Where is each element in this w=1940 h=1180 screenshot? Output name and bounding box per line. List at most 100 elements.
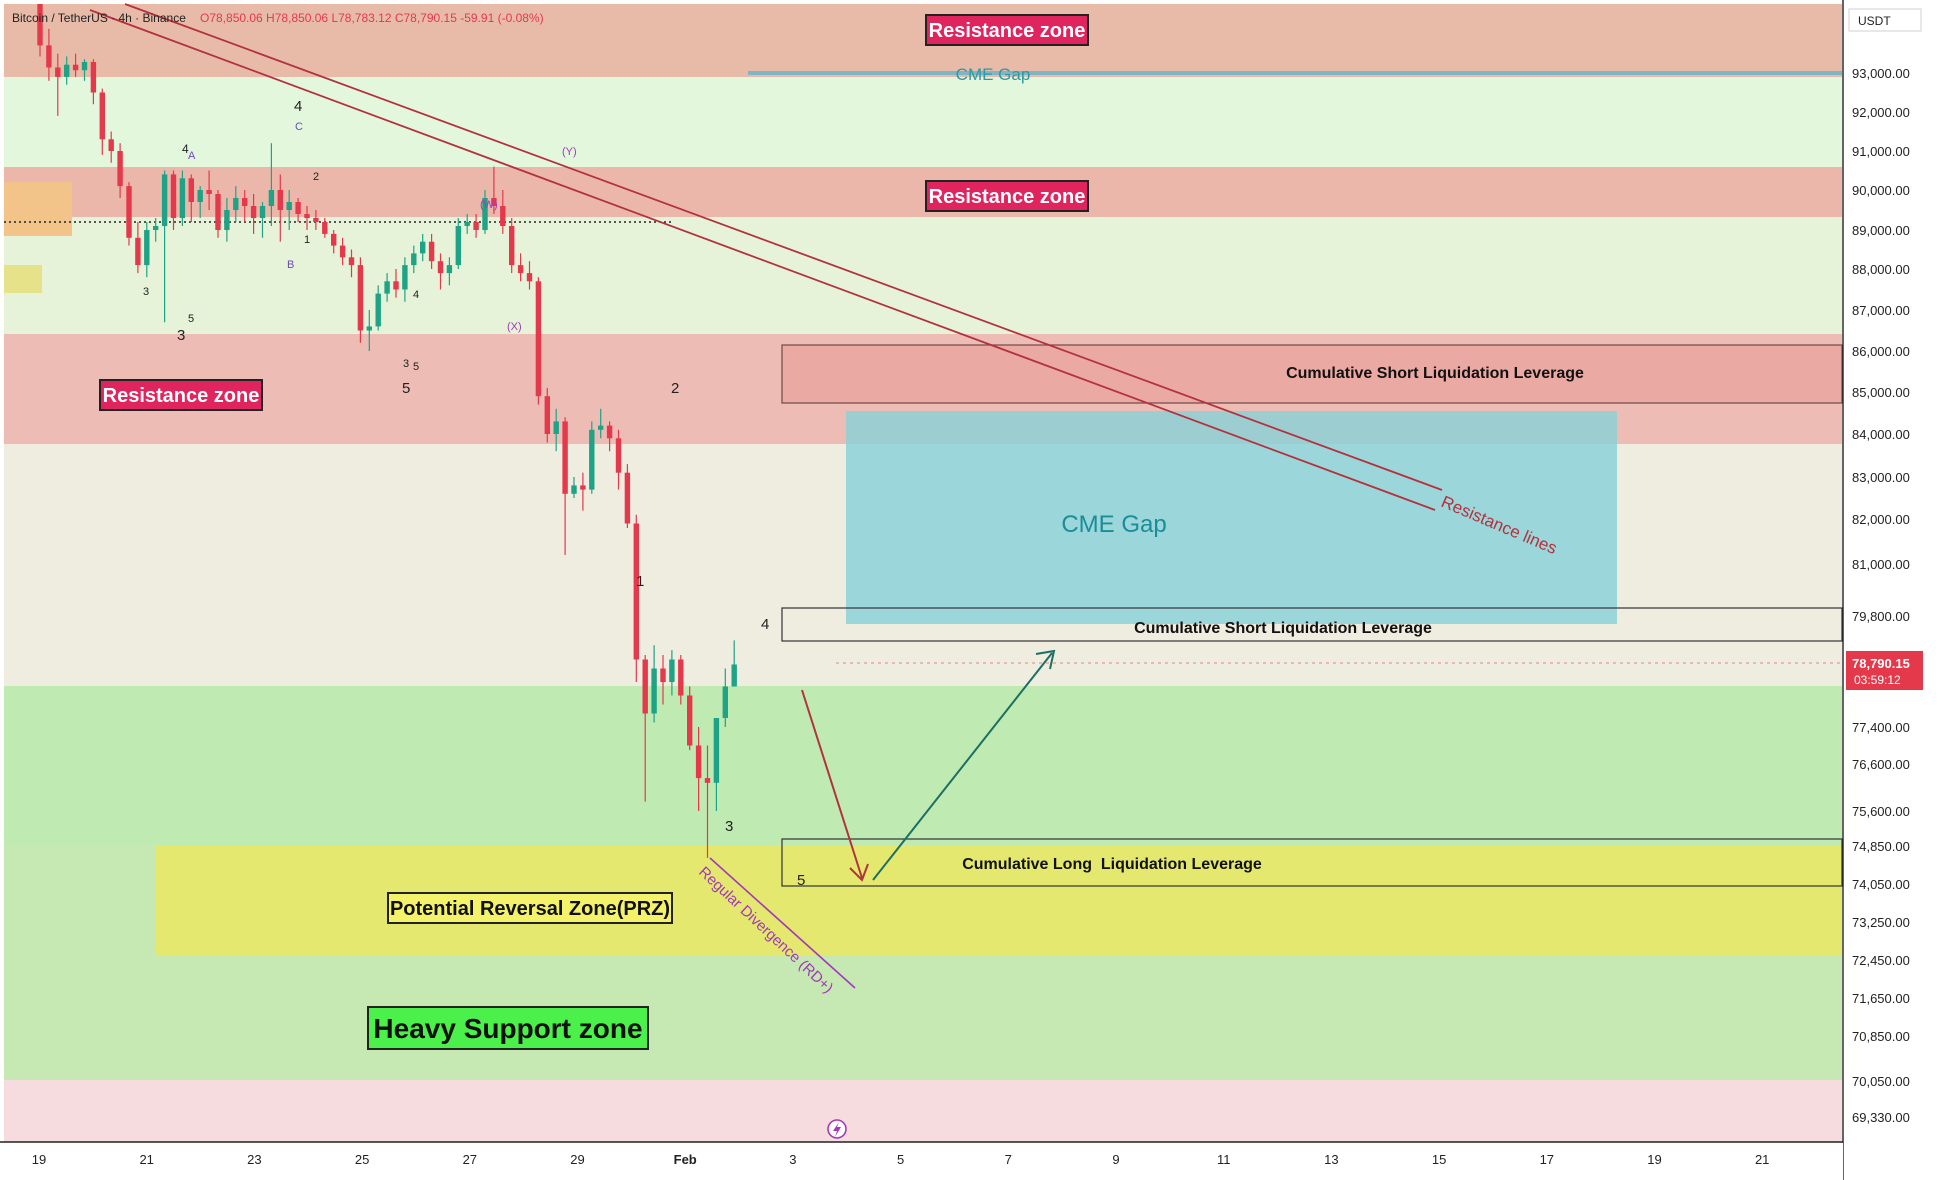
wave-label: 5: [402, 380, 410, 397]
wave-label: 4: [413, 289, 419, 301]
wave-label: A: [188, 150, 196, 162]
band-support-1: [4, 686, 1842, 846]
time-axis-background: [0, 1143, 1843, 1180]
price-tag-box: [1846, 651, 1923, 690]
time-tick-label: 15: [1432, 1152, 1446, 1167]
time-tick-label: 19: [32, 1152, 46, 1167]
price-tick-label: 85,000.00: [1852, 385, 1910, 400]
wave-label: 3: [725, 818, 733, 835]
candle-body: [704, 778, 711, 783]
price-tick-label: 72,450.00: [1852, 953, 1910, 968]
candle-body: [482, 198, 488, 230]
candle-body: [402, 265, 408, 290]
candle-body: [535, 281, 542, 397]
time-tick-label: 27: [463, 1152, 477, 1167]
wave-label: B: [287, 259, 294, 271]
price-tick-label: 69,330.00: [1852, 1110, 1910, 1125]
candles-group: [37, 4, 737, 858]
candle-body: [509, 226, 515, 266]
candle-body: [687, 695, 693, 746]
long-liq-box: [781, 838, 1843, 887]
wave-label: 1: [636, 573, 644, 590]
time-tick-label: 7: [1005, 1152, 1012, 1167]
candle-body: [242, 198, 248, 206]
price-tick-label: 74,850.00: [1852, 839, 1910, 854]
short-liq-label-lower: Cumulative Short Liquidation Leverage: [1134, 620, 1432, 637]
wave-label: 2: [313, 171, 319, 183]
lightning-icon[interactable]: [827, 1119, 847, 1139]
price-tick-label: 70,850.00: [1852, 1029, 1910, 1044]
candle-body: [571, 485, 577, 494]
price-tick-label: 81,000.00: [1852, 557, 1910, 572]
price-tick-label: 82,000.00: [1852, 512, 1910, 527]
price-axis-background: [1844, 0, 1940, 1180]
candle-body: [375, 293, 381, 327]
wave-label: 5: [797, 872, 805, 889]
cme-gap-label: CME Gap: [1061, 511, 1166, 538]
candle-body: [580, 485, 586, 490]
price-tick-label: 88,000.00: [1852, 262, 1910, 277]
candle-body: [339, 245, 346, 258]
candle-body: [544, 396, 550, 434]
orange-block: [4, 182, 72, 236]
resistance-zone-label-3: Resistance zone: [103, 385, 260, 407]
candle-body: [660, 668, 666, 682]
price-tick-label: 74,050.00: [1852, 877, 1910, 892]
prz-badge: [387, 892, 673, 924]
price-tick-label: 93,000.00: [1852, 66, 1910, 81]
wave-label: (X): [507, 321, 522, 333]
candle-body: [286, 202, 292, 210]
candle-body: [562, 421, 568, 494]
band-light-green-2: [4, 217, 1842, 334]
band-mid-resistance: [4, 167, 1842, 217]
candle-body: [411, 253, 417, 266]
time-tick-label: 21: [139, 1152, 153, 1167]
short-liq-box-lower: [781, 607, 1843, 642]
candle-body: [464, 222, 470, 226]
candle-body: [224, 210, 230, 230]
ohlc-readout: O78,850.06 H78,850.06 L78,783.12 C78,790…: [200, 11, 544, 25]
candle-body: [420, 241, 426, 254]
wave-label: 4: [182, 142, 189, 156]
wave-labels-group: 4 A 4 C 2 B 1 3 5 3 (W) (Y) 4 (X) 3 5 5 …: [143, 98, 805, 889]
candle-body: [500, 206, 506, 226]
band-light-green-1: [4, 77, 1842, 167]
wave-label: 3: [177, 327, 185, 344]
candle-body: [64, 64, 70, 77]
price-tag-countdown: 03:59:12: [1854, 673, 1901, 687]
time-tick-label: 19: [1647, 1152, 1661, 1167]
time-tick-label: 3: [789, 1152, 796, 1167]
candle-body: [197, 190, 203, 202]
candle-body: [589, 429, 595, 490]
projection-arrow-up: [872, 649, 1056, 881]
candle-body: [90, 61, 97, 93]
symbol-title[interactable]: Bitcoin / TetherUS · 4h · Binance: [12, 11, 186, 25]
candle-body: [153, 226, 159, 230]
candle-body: [295, 202, 301, 214]
currency-badge-box[interactable]: [1848, 8, 1922, 32]
candle-body: [695, 745, 702, 779]
candle-body: [313, 218, 319, 222]
price-tick-label: 75,600.00: [1852, 804, 1910, 819]
resistance-zone-label-1: Resistance zone: [929, 20, 1086, 42]
time-tick-label: 17: [1540, 1152, 1554, 1167]
candle-body: [553, 421, 559, 434]
cme-gap-box: [846, 411, 1617, 624]
candle-body: [624, 472, 631, 524]
price-tick-label: 87,000.00: [1852, 303, 1910, 318]
candle-body: [304, 214, 310, 218]
time-tick-label: 23: [247, 1152, 261, 1167]
candle-body: [72, 64, 79, 71]
candle-body: [669, 659, 675, 682]
candle-body: [606, 425, 613, 439]
price-tag-value: 78,790.15: [1852, 656, 1910, 671]
candle-body: [250, 206, 257, 218]
divergence-line: [709, 857, 856, 989]
candle-body: [322, 222, 328, 234]
time-tick-label: 25: [355, 1152, 369, 1167]
time-axis[interactable]: 19 21 23 25 27 29 Feb 3 5 7 9 11 13 15 17 19 21: [32, 1152, 1770, 1167]
time-tick-label: Feb: [674, 1152, 697, 1167]
currency-badge[interactable]: USDT: [1858, 14, 1891, 28]
candle-body: [188, 178, 194, 202]
